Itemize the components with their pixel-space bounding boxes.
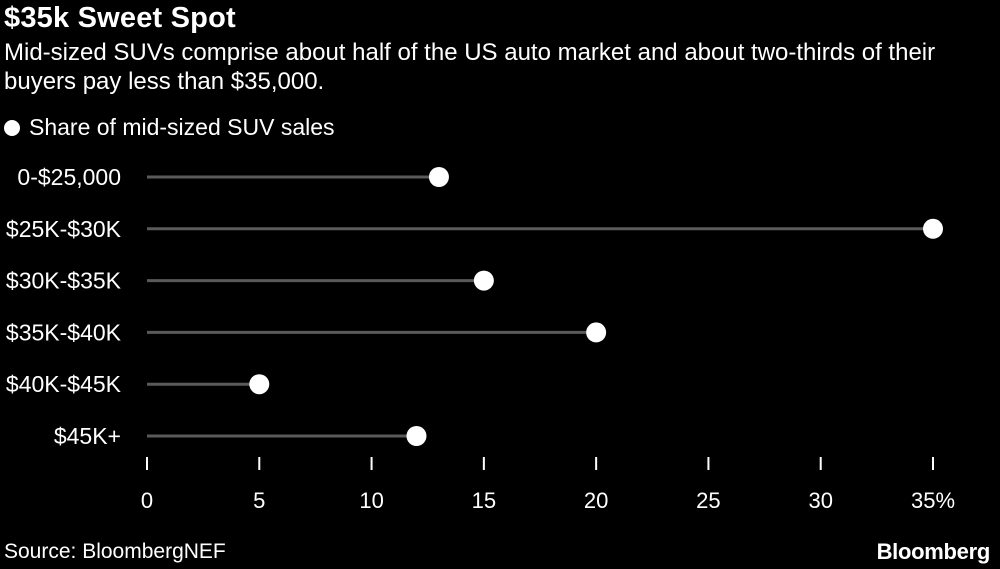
lollipop-dot [406,426,427,446]
legend-label: Share of mid-sized SUV sales [29,114,335,140]
category-label: $30K-$35K [6,268,122,294]
source-note: Source: BloombergNEF [4,540,226,563]
chart-subtitle: Mid-sized SUVs comprise about half of th… [4,39,936,95]
category-label: $35K-$40K [6,319,122,345]
x-tick-label: 30 [808,488,832,513]
lollipop-dot [586,322,607,343]
lollipop-dot [473,270,494,291]
category-label: $40K-$45K [6,371,122,397]
x-tick-label: 20 [584,488,608,513]
x-tick-label: 5 [253,488,265,513]
x-tick-label: 35% [911,488,955,513]
category-label: $45K+ [54,423,121,449]
x-tick-label: 15 [472,488,496,513]
x-tick-label: 0 [141,488,153,513]
category-label: $25K-$30K [6,216,122,242]
lollipop-dot [428,167,449,187]
x-tick-label: 25 [696,488,720,513]
chart-title: $35k Sweet Spot [4,2,236,34]
brand-logo: Bloomberg [876,539,991,564]
lollipop-dot [249,374,270,395]
category-label: 0-$25,000 [17,164,121,190]
legend: Share of mid-sized SUV sales [4,114,335,141]
legend-dot-icon [4,119,20,136]
lollipop-dot [923,218,943,239]
x-tick-label: 10 [359,488,383,513]
